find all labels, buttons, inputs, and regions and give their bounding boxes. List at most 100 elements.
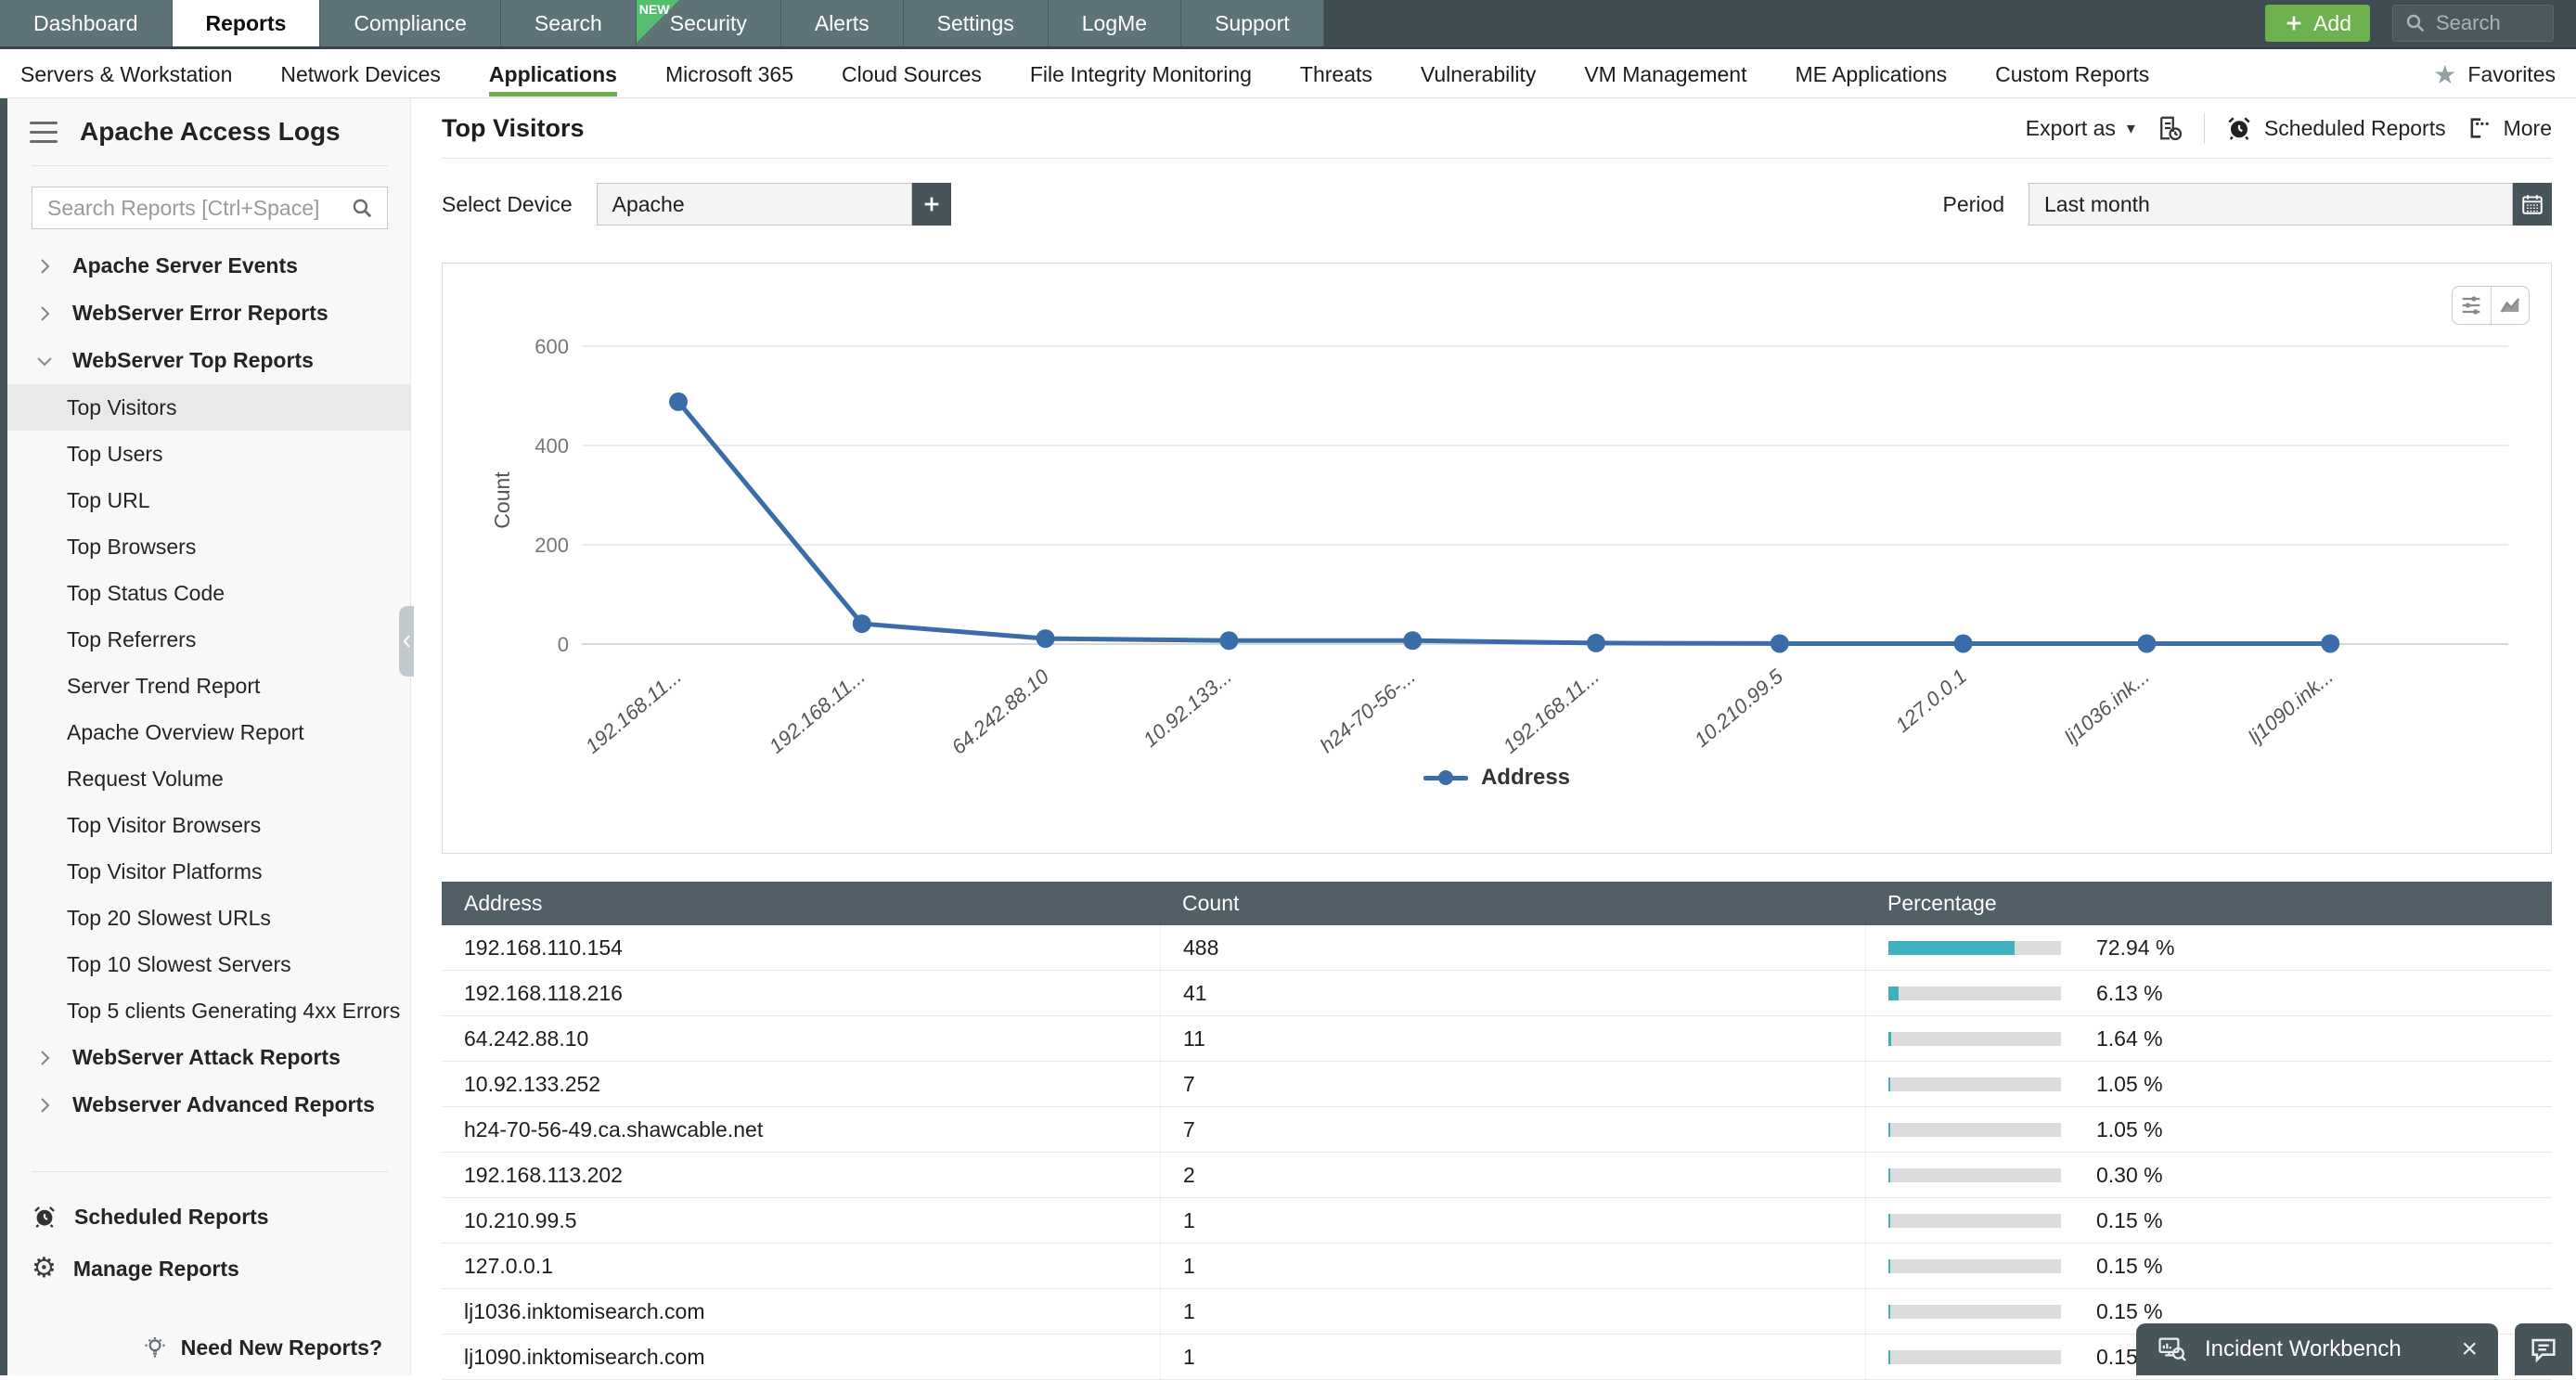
table-row[interactable]: 192.168.110.154 488 72.94 % xyxy=(442,925,2552,971)
cell-count: 1 xyxy=(1160,1335,1865,1379)
tree-item-top-referrers[interactable]: Top Referrers xyxy=(67,626,197,651)
tree-item-top-10-slowest-servers[interactable]: Top 10 Slowest Servers xyxy=(67,951,291,976)
nav-tab-support[interactable]: Support xyxy=(1181,0,1324,46)
tree-group-webserver-error-reports[interactable]: WebServer Error Reports xyxy=(7,290,410,337)
sidebar-scheduled-reports[interactable]: Scheduled Reports xyxy=(7,1191,410,1243)
favorites-button[interactable]: ★ Favorites xyxy=(2433,59,2556,90)
table-row[interactable]: lj1036.inktomisearch.com 1 0.15 % xyxy=(442,1289,2552,1335)
table-row[interactable]: 10.92.133.252 7 1.05 % xyxy=(442,1062,2552,1107)
tree-item-top-status-code[interactable]: Top Status Code xyxy=(67,580,225,605)
subnav-item-network-devices[interactable]: Network Devices xyxy=(280,62,441,86)
nav-tab-dashboard[interactable]: Dashboard xyxy=(0,0,173,46)
need-new-reports-link[interactable]: Need New Reports? xyxy=(142,1335,382,1361)
column-header-count[interactable]: Count xyxy=(1182,891,1240,915)
column-header-percentage[interactable]: Percentage xyxy=(1887,891,1997,915)
table-row[interactable]: 192.168.113.202 2 0.30 % xyxy=(442,1153,2552,1198)
chart-type-button[interactable] xyxy=(2490,287,2530,324)
feedback-chat-button[interactable] xyxy=(2515,1323,2572,1375)
device-select-input[interactable]: Apache xyxy=(596,183,912,226)
percentage-bar xyxy=(1888,1122,2061,1137)
tree-item-top-visitor-platforms[interactable]: Top Visitor Platforms xyxy=(67,858,263,883)
cell-address: 192.168.113.202 xyxy=(464,1162,623,1187)
nav-tab-search[interactable]: Search xyxy=(500,0,637,46)
tree-group-webserver-top-reports[interactable]: WebServer Top Reports xyxy=(7,337,410,384)
subnav-item-me-applications[interactable]: ME Applications xyxy=(1795,62,1948,86)
table-row[interactable]: 64.242.88.10 11 1.64 % xyxy=(442,1016,2552,1062)
subnav-item-applications[interactable]: Applications xyxy=(488,52,617,97)
percentage-bar-fill xyxy=(1888,1077,1890,1091)
column-header-address[interactable]: Address xyxy=(464,891,543,915)
chart-settings-button[interactable] xyxy=(2453,287,2491,324)
percentage-bar-fill xyxy=(1888,1304,1890,1319)
cell-percentage: 0.15 % xyxy=(1865,1244,2552,1288)
report-search-input[interactable] xyxy=(45,194,350,222)
global-search-input[interactable]: Search xyxy=(2392,5,2554,42)
chevron-down-icon xyxy=(33,350,56,372)
period-input[interactable]: Last month xyxy=(2029,183,2513,226)
tree-group-webserver-attack-reports[interactable]: WebServer Attack Reports xyxy=(7,1034,410,1081)
tree-group-webserver-advanced-reports[interactable]: Webserver Advanced Reports xyxy=(7,1081,410,1129)
tree-item-top-visitor-browsers[interactable]: Top Visitor Browsers xyxy=(67,812,262,837)
subnav-item-cloud-sources[interactable]: Cloud Sources xyxy=(842,62,982,86)
report-category-nav: Servers & Workstation Network Devices Appl… xyxy=(0,52,2576,98)
percentage-value: 0.30 % xyxy=(2096,1162,2163,1187)
subnav-item-threats[interactable]: Threats xyxy=(1299,62,1372,86)
percentage-value: 1.64 % xyxy=(2096,1025,2163,1051)
new-badge: NEW xyxy=(636,0,679,43)
add-device-button[interactable] xyxy=(911,183,951,226)
nav-tab-logme[interactable]: LogMe xyxy=(1048,0,1182,46)
cell-address: 192.168.110.154 xyxy=(464,935,623,960)
subnav-item-custom-reports[interactable]: Custom Reports xyxy=(1995,62,2150,86)
report-search-box[interactable] xyxy=(32,187,388,229)
table-row[interactable]: h24-70-56-49.ca.shawcable.net 7 1.05 % xyxy=(442,1107,2552,1153)
subnav-item-vulnerability[interactable]: Vulnerability xyxy=(1420,62,1537,86)
tree-group-apache-server-events[interactable]: Apache Server Events xyxy=(7,242,410,290)
table-row[interactable]: 127.0.0.1 1 0.15 % xyxy=(442,1244,2552,1289)
scheduled-reports-label: Scheduled Reports xyxy=(74,1204,269,1229)
report-main: Top Visitors Export as ▾ xyxy=(442,98,2552,1380)
nav-tab-reports[interactable]: Reports xyxy=(172,0,321,46)
hamburger-menu-icon[interactable] xyxy=(30,121,58,143)
tree-item-top-visitors[interactable]: Top Visitors xyxy=(7,384,410,431)
sidebar-manage-reports[interactable]: ⚙ Manage Reports xyxy=(7,1243,410,1295)
sidebar-collapse-handle[interactable] xyxy=(399,606,414,677)
nav-tab-alerts[interactable]: Alerts xyxy=(780,0,904,46)
tree-item-apache-overview-report[interactable]: Apache Overview Report xyxy=(67,719,304,744)
cell-count: 7 xyxy=(1160,1062,1865,1106)
more-button[interactable]: More xyxy=(2467,115,2552,141)
incident-workbench-label: Incident Workbench xyxy=(2205,1336,2402,1361)
tree-item-top-20-slowest-urls[interactable]: Top 20 Slowest URLs xyxy=(67,905,271,930)
chevron-right-icon xyxy=(33,1047,56,1069)
calendar-button[interactable] xyxy=(2513,183,2552,226)
table-row[interactable]: 192.168.118.216 41 6.13 % xyxy=(442,971,2552,1016)
subnav-items: Servers & Workstation Network Devices Appl… xyxy=(20,52,2149,97)
subnav-item-vm-management[interactable]: VM Management xyxy=(1584,62,1747,86)
nav-tab-compliance[interactable]: Compliance xyxy=(320,0,501,46)
subnav-item-servers-workstation[interactable]: Servers & Workstation xyxy=(20,62,233,86)
scheduled-reports-button[interactable]: Scheduled Reports xyxy=(2225,114,2446,142)
subnav-item-microsoft-365[interactable]: Microsoft 365 xyxy=(664,62,793,86)
tree-item-top-5-clients-generating-4xx-errors[interactable]: Top 5 clients Generating 4xx Errors xyxy=(67,998,401,1023)
incident-workbench-icon xyxy=(2157,1334,2188,1365)
export-as-button[interactable]: Export as ▾ xyxy=(2026,114,2183,142)
table-row[interactable]: 10.210.99.5 1 0.15 % xyxy=(442,1198,2552,1244)
tree-item-top-browsers[interactable]: Top Browsers xyxy=(67,534,197,559)
export-history-icon[interactable] xyxy=(2156,114,2183,142)
tree-item-request-volume[interactable]: Request Volume xyxy=(67,766,224,791)
device-select-value: Apache xyxy=(612,191,685,216)
report-controls: Select Device Apache Period Last month xyxy=(442,183,2552,226)
chart-legend[interactable]: Address xyxy=(1423,765,1570,791)
add-button[interactable]: Add xyxy=(2265,5,2370,42)
legend-marker-icon xyxy=(1423,770,1468,785)
tree-item-top-url[interactable]: Top URL xyxy=(67,487,150,512)
tree-item-top-users[interactable]: Top Users xyxy=(67,441,163,466)
need-new-reports-label: Need New Reports? xyxy=(180,1335,382,1360)
percentage-bar-fill xyxy=(1888,1122,1890,1137)
nav-tab-security[interactable]: Security NEW xyxy=(636,0,781,46)
close-icon[interactable]: × xyxy=(2461,1334,2478,1364)
incident-workbench-bar[interactable]: Incident Workbench × xyxy=(2136,1323,2498,1375)
tree-item-server-trend-report[interactable]: Server Trend Report xyxy=(67,673,261,698)
subnav-item-file-integrity-monitoring[interactable]: File Integrity Monitoring xyxy=(1029,62,1252,86)
percentage-bar-fill xyxy=(1888,1258,1890,1273)
nav-tab-settings[interactable]: Settings xyxy=(903,0,1049,46)
